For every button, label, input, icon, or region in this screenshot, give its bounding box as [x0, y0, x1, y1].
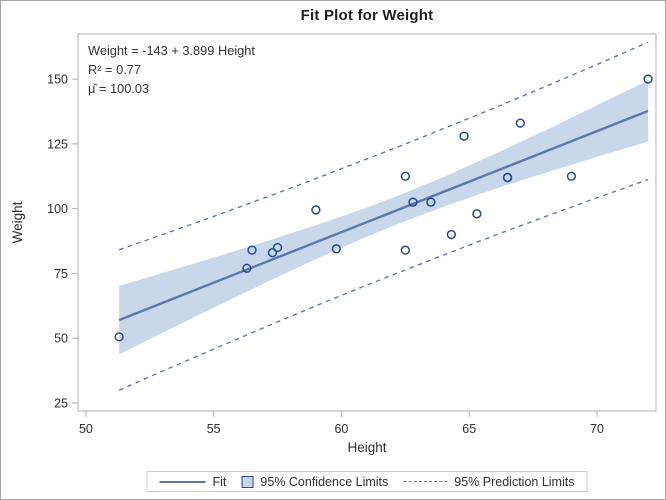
data-point	[247, 245, 257, 255]
data-point	[643, 74, 653, 84]
data-point	[400, 245, 410, 255]
y-tick-label: 50	[54, 332, 68, 346]
data-point	[502, 172, 513, 183]
data-point	[408, 197, 418, 207]
confidence-band	[119, 80, 649, 355]
inset-line-1: Weight = -143 + 3.899 Height	[88, 43, 255, 58]
fit-line	[118, 109, 649, 322]
y-tick-label: 125	[47, 137, 68, 151]
prediction-limits-swatch-icon	[403, 481, 448, 482]
x-tick-label: 50	[79, 422, 93, 436]
data-point	[472, 209, 482, 219]
x-axis-label: Height	[347, 440, 386, 455]
data-point	[311, 205, 321, 215]
x-tick-label: 65	[462, 422, 476, 436]
data-point	[267, 248, 278, 258]
legend-label-prediction-limits: 95% Prediction Limits	[454, 474, 575, 489]
plot-area: 50 55 60 65 70 25 50 75 100 125 150 Height Weight Wei…	[10, 33, 657, 455]
y-tick-label: 25	[54, 396, 68, 410]
legend-item-fit: Fit	[159, 474, 227, 489]
chart-title: Fit Plot for Weight	[300, 7, 434, 24]
y-tick-label: 100	[47, 202, 68, 216]
inset-line-3: μ̂ = 100.03	[88, 81, 149, 96]
data-point	[331, 244, 341, 254]
confidence-band-swatch-icon	[241, 475, 254, 488]
x-tick-label: 60	[334, 422, 348, 436]
legend-label-fit: Fit	[212, 474, 227, 489]
data-point	[242, 263, 252, 273]
data-point	[114, 332, 124, 342]
legend: Fit 95% Confidence Limits 95% Prediction…	[146, 471, 588, 492]
prediction-limit-lower	[118, 178, 649, 391]
legend-item-confidence-limits: 95% Confidence Limits	[241, 475, 388, 489]
data-point	[400, 171, 410, 181]
prediction-limit-upper	[118, 41, 649, 251]
data-point	[272, 242, 283, 253]
y-axis-label: Weight	[10, 201, 25, 243]
data-point	[515, 118, 525, 128]
inset-line-2: R² = 0.77	[88, 62, 141, 77]
data-point	[459, 131, 469, 141]
legend-item-prediction-limits: 95% Prediction Limits	[403, 475, 574, 489]
data-point	[566, 171, 577, 181]
x-tick-label: 70	[590, 422, 604, 436]
legend-label-confidence-limits: 95% Confidence Limits	[260, 474, 389, 489]
data-point	[426, 197, 436, 207]
x-tick-label: 55	[207, 422, 221, 436]
y-tick-label: 150	[47, 73, 68, 87]
data-point	[446, 229, 456, 240]
plot-frame	[77, 33, 657, 412]
fit-line-swatch-icon	[159, 480, 206, 483]
y-tick-label: 75	[54, 267, 68, 281]
